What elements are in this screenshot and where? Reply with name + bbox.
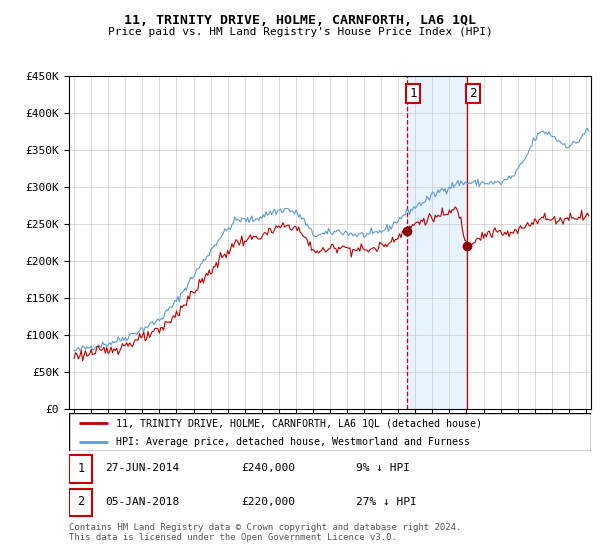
Text: 1: 1 (409, 87, 417, 100)
Text: Contains HM Land Registry data © Crown copyright and database right 2024.
This d: Contains HM Land Registry data © Crown c… (69, 522, 461, 542)
Text: 2: 2 (469, 87, 477, 100)
Text: £220,000: £220,000 (241, 497, 295, 507)
Text: 27-JUN-2014: 27-JUN-2014 (106, 463, 180, 473)
Text: Price paid vs. HM Land Registry's House Price Index (HPI): Price paid vs. HM Land Registry's House … (107, 27, 493, 37)
Bar (407, 76, 467, 409)
Bar (69, 455, 92, 483)
Text: 2: 2 (77, 496, 85, 508)
Text: 1: 1 (77, 462, 85, 475)
Text: £240,000: £240,000 (241, 463, 295, 473)
Text: 11, TRINITY DRIVE, HOLME, CARNFORTH, LA6 1QL (detached house): 11, TRINITY DRIVE, HOLME, CARNFORTH, LA6… (116, 418, 482, 428)
Text: HPI: Average price, detached house, Westmorland and Furness: HPI: Average price, detached house, West… (116, 437, 470, 447)
Text: 9% ↓ HPI: 9% ↓ HPI (356, 463, 410, 473)
Text: 11, TRINITY DRIVE, HOLME, CARNFORTH, LA6 1QL: 11, TRINITY DRIVE, HOLME, CARNFORTH, LA6… (124, 14, 476, 27)
Text: 05-JAN-2018: 05-JAN-2018 (106, 497, 180, 507)
Text: 27% ↓ HPI: 27% ↓ HPI (356, 497, 417, 507)
Bar (69, 489, 92, 516)
